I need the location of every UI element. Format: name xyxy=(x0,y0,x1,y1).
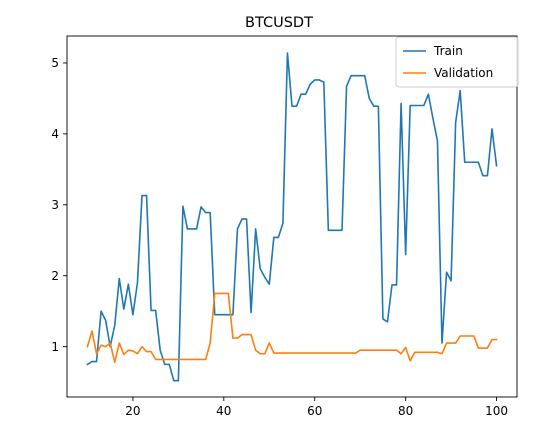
x-tick-label: 80 xyxy=(398,404,413,418)
x-tick-label: 20 xyxy=(125,404,140,418)
chart-title: BTCUSDT xyxy=(245,15,313,31)
y-tick-label: 4 xyxy=(51,127,59,141)
x-axis-ticks: 20 40 60 80 100 xyxy=(125,397,508,418)
legend-label-validation: Validation xyxy=(434,66,493,80)
legend-box xyxy=(395,36,519,88)
legend: Train Validation xyxy=(395,36,519,88)
x-tick-label: 40 xyxy=(216,404,231,418)
y-tick-label: 1 xyxy=(51,340,59,354)
plot-frame xyxy=(66,35,518,398)
x-tick-label: 100 xyxy=(485,404,508,418)
series-line-train xyxy=(86,52,498,382)
y-tick-label: 3 xyxy=(51,198,59,212)
y-tick-label: 2 xyxy=(51,269,59,283)
x-tick-label: 60 xyxy=(307,404,322,418)
legend-label-train: Train xyxy=(433,44,463,58)
series-line-validation xyxy=(86,292,498,364)
plot-series xyxy=(86,52,498,382)
y-axis-ticks: 1 2 3 4 5 xyxy=(51,56,67,354)
y-tick-label: 5 xyxy=(51,56,59,70)
